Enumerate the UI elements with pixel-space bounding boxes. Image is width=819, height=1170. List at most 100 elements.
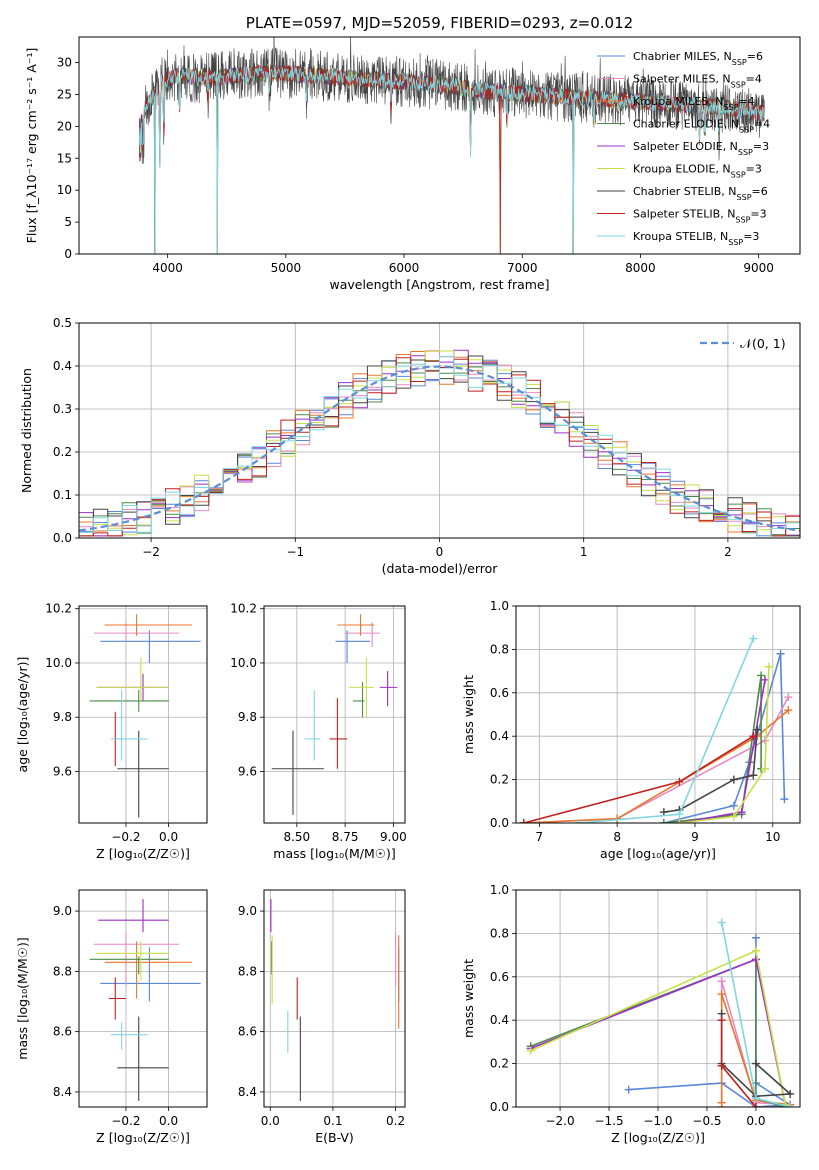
weight-marker (786, 1103, 795, 1107)
weight-marker (717, 977, 726, 986)
tick-label-x: 0.0 (261, 1114, 280, 1128)
chart-age-vs-Z: −0.2 0.0 9.6 9.8 10.0 10.2 Z [log₁₀(Z/Z☉)] age … (15, 602, 208, 861)
x-axis-label: wavelength [Angstrom, rest frame] (329, 277, 549, 292)
tick-label-y: 0.6 (490, 970, 509, 984)
tick-label-y: 8.6 (238, 1025, 257, 1039)
tick-label-y: 0.6 (490, 686, 509, 700)
chart-spectrum: Chabrier MILES, NSSP=6 Salpeter MILES, NS… (24, 14, 801, 292)
weight-marker (751, 1094, 760, 1103)
tick-label-x: 8 (613, 830, 621, 844)
tick-label-x: 1 (580, 545, 588, 559)
axes-frame (78, 605, 208, 824)
tick-label-y: 9.0 (53, 904, 72, 918)
weight-line (679, 666, 770, 823)
weight-marker (737, 808, 746, 817)
weight-marker (786, 1089, 795, 1098)
axes-frame (263, 889, 406, 1108)
weight-marker (760, 736, 769, 745)
tick-label-y: 0.8 (490, 642, 509, 656)
axes-frame (78, 889, 208, 1108)
weight-marker (729, 812, 738, 821)
tick-label-y: 0.1 (53, 488, 72, 502)
y-axis-label: Normed distribution (19, 368, 34, 493)
axes-frame (78, 36, 801, 255)
tick-label-y: 8.6 (53, 1025, 72, 1039)
tick-label-x: 2 (724, 545, 732, 559)
weight-marker (624, 1085, 633, 1094)
tick-label-y: 0.4 (53, 359, 72, 373)
tick-label-y: 25 (57, 87, 72, 101)
chart-weight-vs-age: 7 8 9 10 0.0 0.2 0.4 0.6 0.8 1.0 age [log₁₀(age/yr… (461, 599, 801, 861)
tick-label-y: 8.4 (238, 1085, 257, 1099)
tick-label-x: 10 (765, 830, 780, 844)
weight-marker (760, 764, 769, 773)
tick-label-y: 9.0 (238, 904, 257, 918)
legend-entry: Salpeter ELODIE, NSSP=3 (633, 140, 769, 157)
tick-label-x: 0 (436, 545, 444, 559)
tick-label-x: −2 (142, 545, 160, 559)
weight-line (578, 638, 755, 823)
plot-area (526, 918, 795, 1107)
weight-marker (749, 771, 758, 780)
weight-marker (784, 693, 793, 702)
tick-label-x: −0.2 (111, 830, 140, 844)
tick-label-y: 5 (64, 215, 72, 229)
tick-label-y: 0.4 (490, 729, 509, 743)
tick-label-y: 9.6 (238, 764, 257, 778)
tick-label-y: 10.0 (45, 656, 72, 670)
weight-marker (717, 918, 726, 927)
tick-label-x: 0.2 (386, 1114, 405, 1128)
tick-label-y: 15 (57, 151, 72, 165)
tick-label-y: 10.0 (230, 656, 257, 670)
weight-marker (764, 662, 773, 671)
chart-title: PLATE=0597, MJD=52059, FIBERID=0293, z=0… (246, 14, 633, 32)
tick-label-y: 9.8 (238, 710, 257, 724)
tick-label-x: 9 (691, 830, 699, 844)
weight-marker (749, 732, 758, 741)
chart-mass-vs-Z: −0.2 0.0 8.4 8.6 8.8 9.0 Z [log₁₀(Z/Z☉)] mass [… (15, 889, 208, 1145)
gaussian-curve (79, 365, 800, 532)
weight-marker (751, 946, 760, 955)
tick-label-x: −2.0 (545, 1114, 574, 1128)
weight-marker (753, 725, 762, 734)
legend-entry: Salpeter MILES, NSSP=4 (633, 73, 762, 90)
weight-marker (751, 1059, 760, 1068)
tick-label-y: 0.0 (53, 531, 72, 545)
legend: Chabrier MILES, NSSP=6 Salpeter MILES, NS… (597, 50, 770, 247)
tick-label-x: 5000 (271, 261, 302, 275)
legend-entry: Kroupa STELIB, NSSP=3 (633, 230, 759, 247)
weight-marker (675, 819, 684, 823)
weight-marker (751, 1103, 760, 1107)
tick-label-y: 0.2 (53, 445, 72, 459)
x-axis-label: Z [log₁₀(Z/Z☉)] (96, 846, 190, 861)
legend-entry: Kroupa ELODIE, NSSP=3 (633, 163, 762, 180)
weight-marker (780, 795, 789, 804)
y-axis-label: mass [log₁₀(M/M☉)] (15, 937, 30, 1059)
weight-line (679, 679, 766, 823)
tick-label-y: 10.2 (230, 602, 257, 616)
tick-label-x: 8.75 (332, 830, 359, 844)
tick-label-x: 4000 (152, 261, 183, 275)
tick-label-x: 0.0 (159, 1114, 178, 1128)
weight-marker (574, 819, 583, 823)
y-axis-label: mass weight (461, 959, 476, 1038)
x-axis-label: E(B-V) (315, 1130, 354, 1145)
tick-label-y: 30 (57, 56, 72, 70)
tick-label-x: 6000 (389, 261, 420, 275)
tick-label-x: 8000 (625, 261, 656, 275)
tick-label-y: 0.3 (53, 402, 72, 416)
x-axis-label: Z [log₁₀(Z/Z☉)] (611, 1130, 705, 1145)
spectrum-series-9 (138, 66, 765, 254)
x-axis-label: (data-model)/error (382, 561, 499, 576)
chart-age-vs-mass: 8.50 8.75 9.00 9.6 9.8 10.0 10.2 mass [log₁₀(M/… (230, 602, 406, 861)
plot-area (89, 899, 201, 1101)
legend-entry: 𝒩(0, 1) (740, 336, 786, 351)
tick-label-x: 9000 (743, 261, 774, 275)
tick-label-y: 0 (64, 247, 72, 261)
weight-line (663, 675, 762, 823)
weight-marker (526, 1046, 535, 1055)
axes-frame (263, 605, 406, 824)
legend-entry: Chabrier ELODIE, NSSP=4 (633, 118, 770, 135)
tick-label-y: 0.2 (490, 773, 509, 787)
